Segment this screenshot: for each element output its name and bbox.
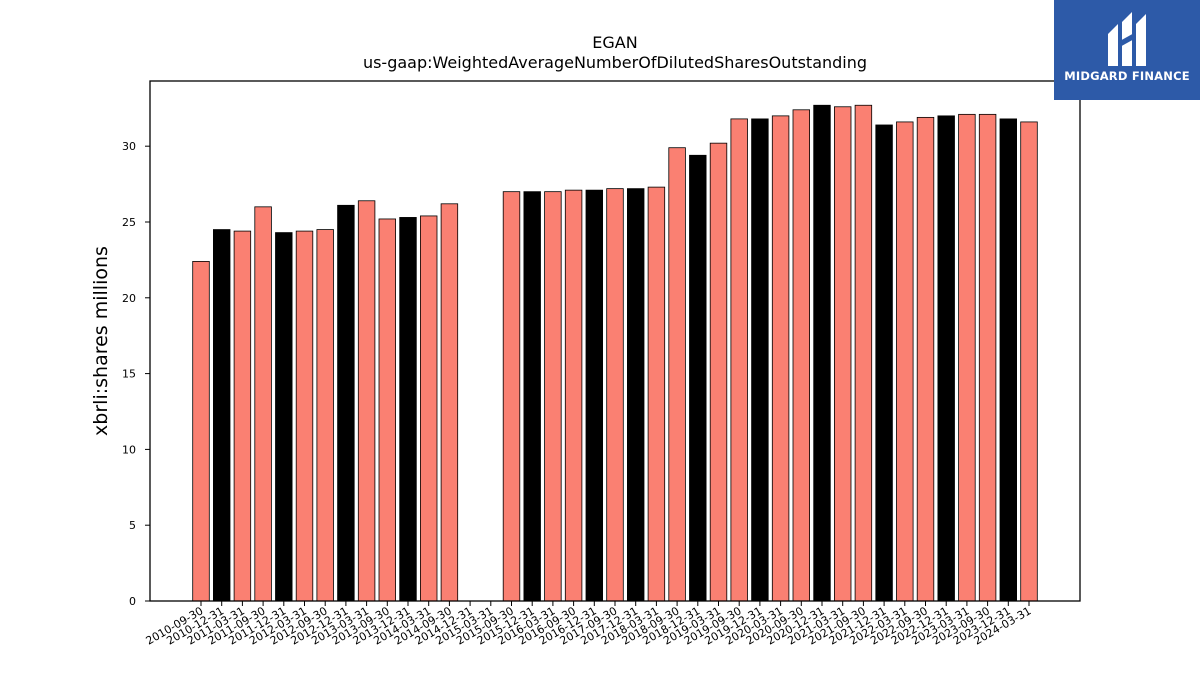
bar-2013-09-30: [378, 218, 397, 602]
bar-2012-03-31: [295, 230, 314, 602]
bar-2016-12-31: [585, 189, 604, 602]
bar-2020-09-30: [792, 109, 811, 602]
bar-2013-12-31: [399, 217, 417, 602]
bar-2019-09-30: [730, 118, 748, 602]
bar-2022-09-30: [916, 116, 935, 602]
bar-2010-12-31: [212, 229, 231, 602]
bar-2016-03-31: [544, 191, 562, 602]
bar-2021-12-31: [875, 124, 893, 602]
bar-2021-03-31: [834, 106, 852, 602]
bars-group: [192, 104, 1038, 602]
bar-2014-09-30: [440, 203, 459, 602]
bar-2018-03-31: [647, 186, 666, 602]
midgard-logo-icon: [1108, 12, 1146, 66]
bar-2015-09-30: [502, 191, 521, 602]
y-tick-label: 10: [122, 443, 136, 456]
bar-2022-03-31: [896, 121, 914, 602]
bar-2024-03-31: [1020, 121, 1038, 602]
bar-2016-09-30: [564, 189, 583, 602]
bar-2017-12-31: [627, 188, 645, 602]
bar-2019-03-31: [709, 142, 728, 602]
y-tick-label: 5: [129, 519, 136, 532]
bar-2011-09-30: [254, 206, 272, 602]
bar-2020-03-31: [771, 115, 790, 602]
bar-2017-09-30: [606, 188, 624, 602]
logo-badge: MIDGARD FINANCE: [1054, 0, 1200, 100]
bar-2018-09-30: [668, 147, 686, 602]
bar-2012-12-31: [337, 204, 355, 602]
y-tick-label: 20: [122, 292, 136, 305]
chart-title: EGAN: [592, 33, 637, 52]
bar-2023-03-31: [958, 113, 976, 602]
bar-2012-09-30: [316, 229, 334, 602]
bar-2011-12-31: [275, 232, 293, 602]
bar-2020-12-31: [813, 104, 831, 602]
y-axis-label: xbrli:shares millions: [90, 246, 112, 436]
bar-2014-03-31: [419, 215, 438, 602]
y-tick-label: 15: [122, 368, 136, 381]
bar-2021-09-30: [854, 104, 873, 602]
plot-frame: [149, 80, 1081, 602]
bar-2018-12-31: [689, 154, 707, 602]
x-axis-ticks: 2010-09-302010-12-312011-03-312011-09-30…: [144, 601, 1034, 648]
y-axis-ticks: 0 5 10 15 20 25 30: [122, 140, 150, 608]
bar-2023-12-31: [999, 118, 1018, 602]
y-tick-label: 30: [122, 140, 136, 153]
bar-2022-12-31: [937, 115, 955, 602]
bar-2010-09-30: [192, 261, 210, 602]
logo-text: MIDGARD FINANCE: [1064, 69, 1190, 83]
bar-2011-03-31: [233, 230, 252, 602]
y-tick-label: 25: [122, 216, 136, 229]
bar-2019-12-31: [751, 118, 769, 602]
chart-subtitle: us-gaap:WeightedAverageNumberOfDilutedSh…: [363, 53, 867, 72]
y-tick-label: 0: [129, 595, 136, 608]
bar-2013-03-31: [357, 200, 376, 602]
bar-2015-12-31: [523, 191, 541, 602]
bar-2023-09-30: [978, 113, 997, 602]
